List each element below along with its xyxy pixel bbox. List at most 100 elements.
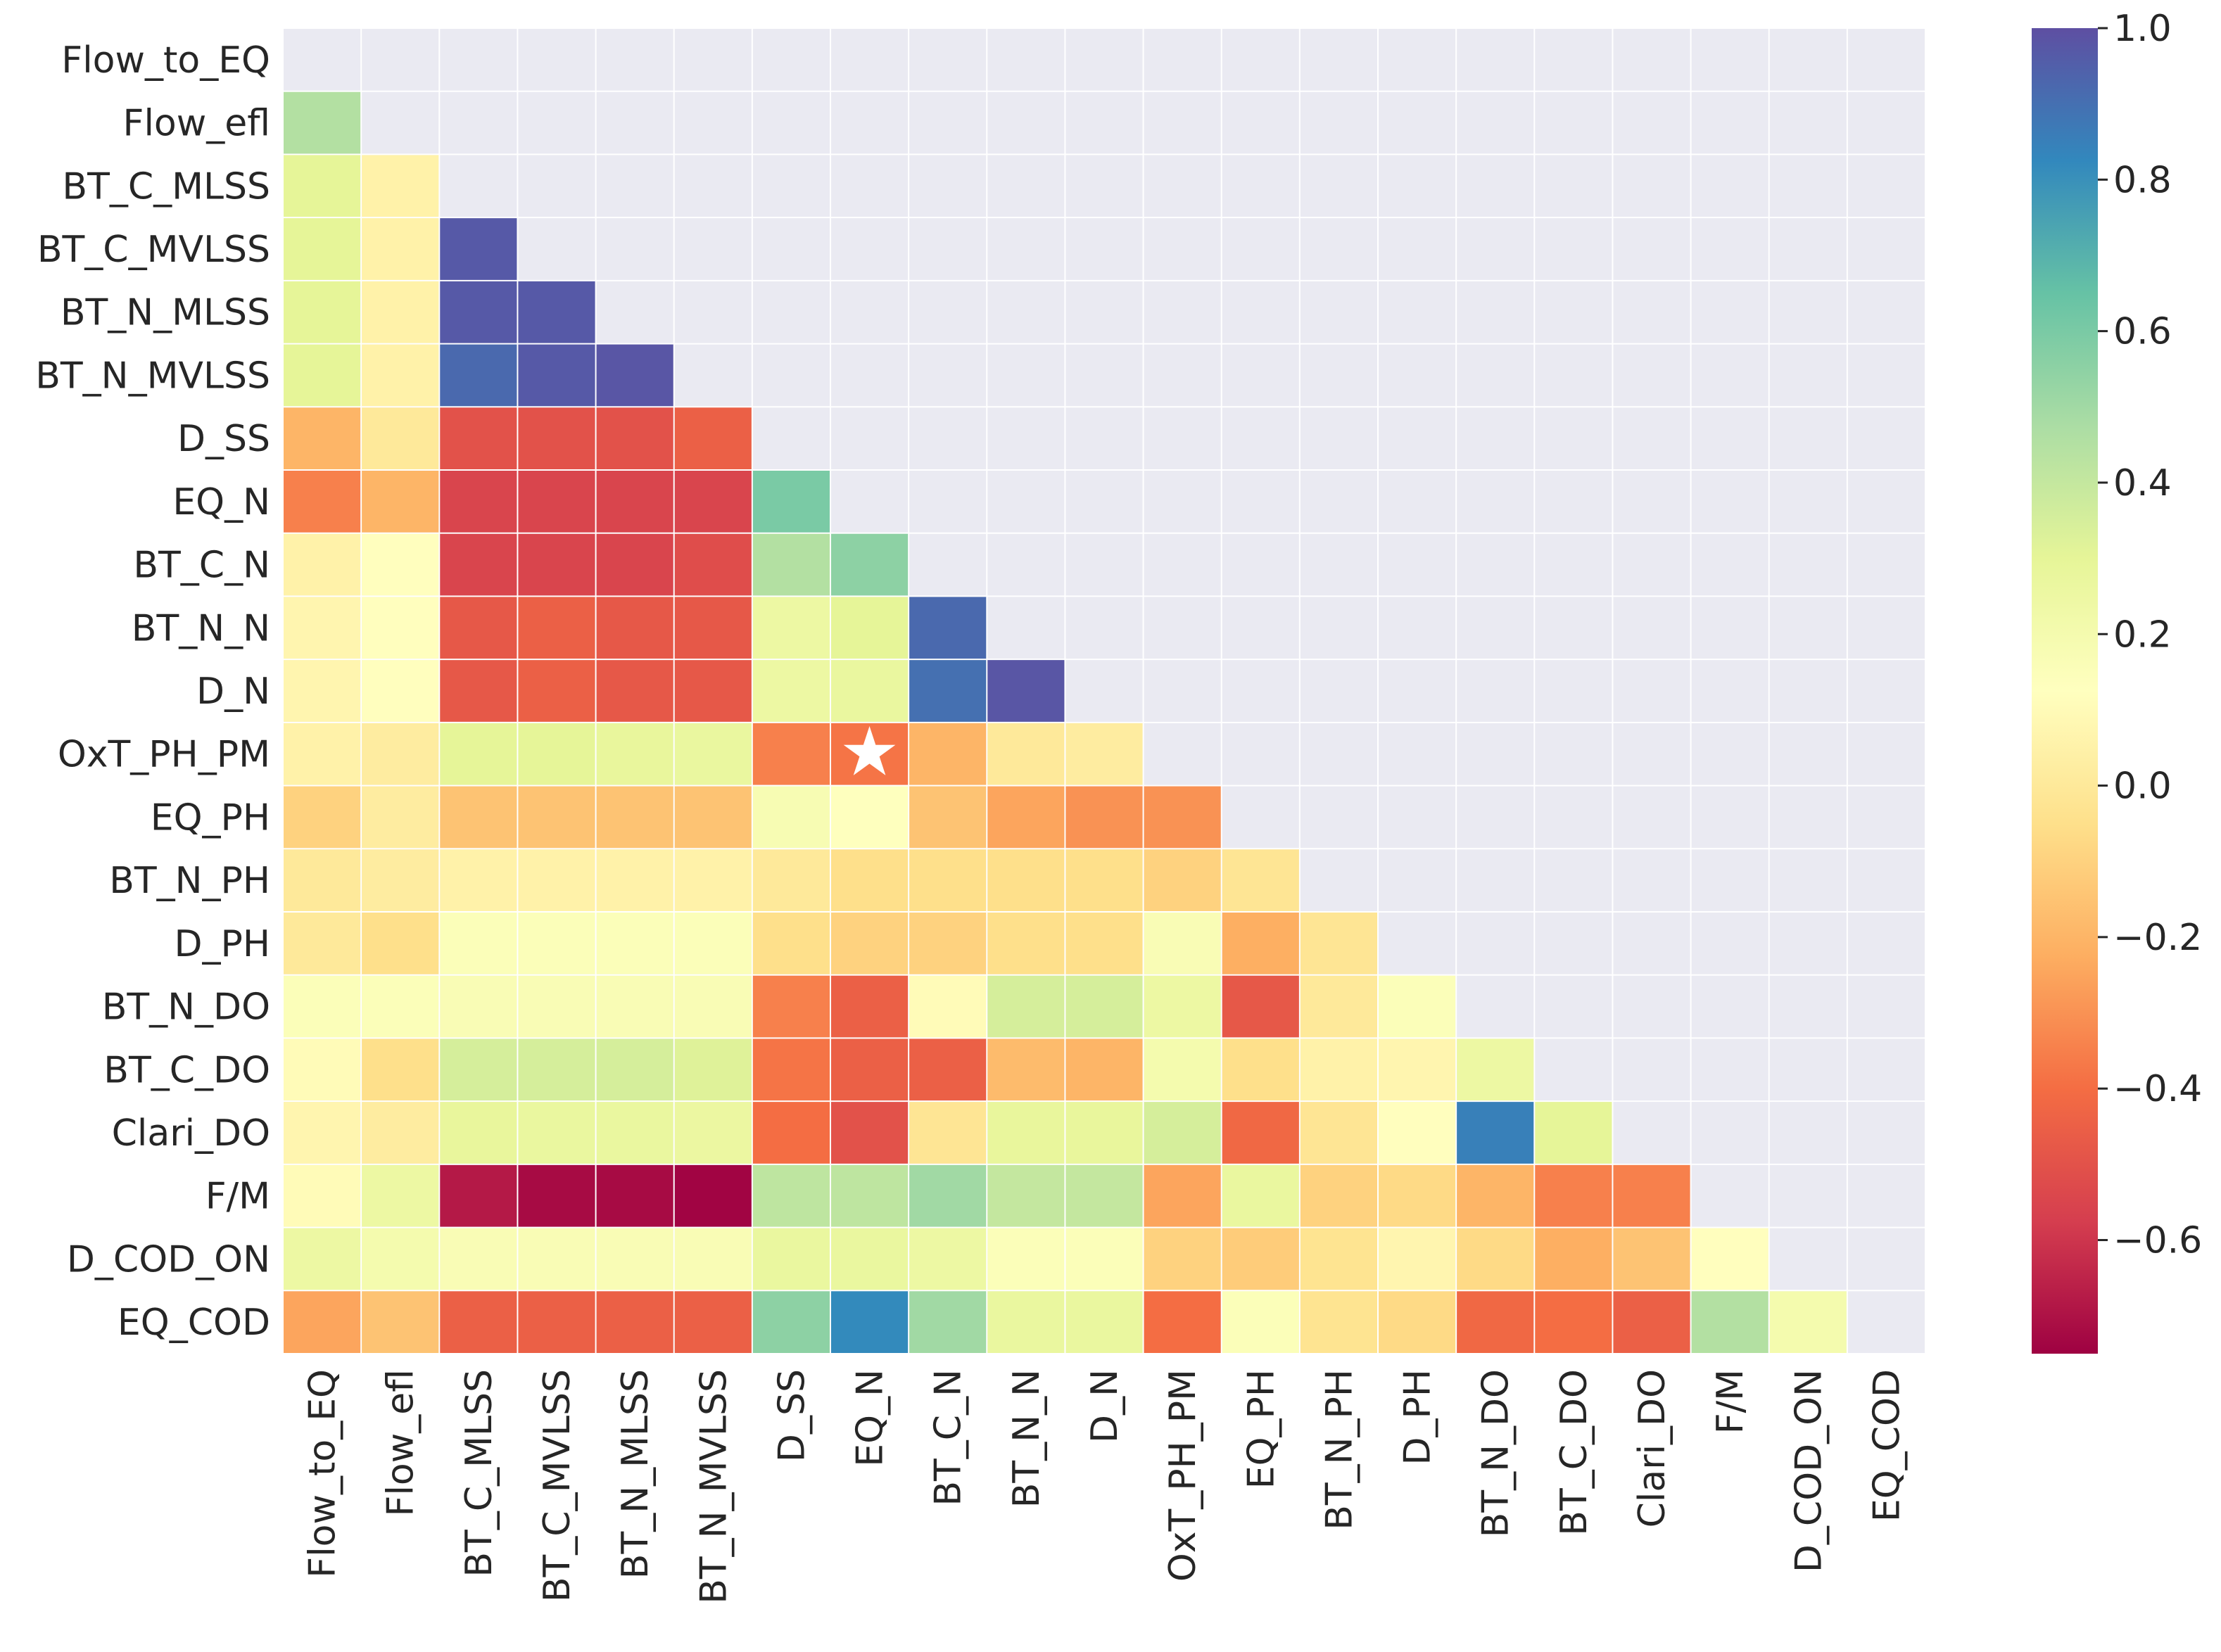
gridlines <box>282 27 1926 1354</box>
colorbar-tick-label: −0.2 <box>2113 917 2202 959</box>
heatmap-cell <box>909 1228 987 1290</box>
heatmap-cell <box>1379 1038 1456 1101</box>
heatmap-cell <box>674 786 752 849</box>
heatmap-cell <box>1300 1228 1377 1290</box>
heatmap-cell <box>362 471 439 533</box>
heatmap-cell <box>596 1102 673 1164</box>
y-tick-label: F/M <box>205 1176 270 1218</box>
heatmap-cell <box>1222 913 1299 974</box>
heatmap-cell <box>440 1038 517 1101</box>
heatmap-cell <box>362 1291 439 1353</box>
heatmap-cell <box>596 723 673 785</box>
heatmap-cell <box>1065 1038 1143 1101</box>
heatmap-cell <box>752 597 830 659</box>
heatmap-cell <box>831 1228 909 1290</box>
heatmap-cell <box>440 913 517 974</box>
heatmap-cell <box>284 218 361 280</box>
heatmap-cell <box>518 597 595 659</box>
heatmap-cell <box>831 1291 909 1353</box>
x-tick-label: D_COD_ON <box>1787 1369 1830 1572</box>
heatmap-cell <box>909 913 987 974</box>
heatmap-cell <box>1379 1164 1456 1227</box>
heatmap-cell <box>909 849 987 911</box>
heatmap-cell <box>909 723 987 785</box>
heatmap-cell <box>362 281 439 343</box>
heatmap-cell <box>440 407 517 469</box>
y-tick-label: BT_C_DO <box>103 1049 270 1091</box>
heatmap-cell <box>1379 975 1456 1038</box>
x-tick-label: EQ_COD <box>1866 1369 1908 1522</box>
heatmap-cell <box>362 1038 439 1101</box>
heatmap-cell <box>1457 1038 1534 1101</box>
heatmap-cell <box>674 660 752 722</box>
heatmap-cell <box>752 1102 830 1164</box>
heatmap-cell <box>909 1102 987 1164</box>
heatmap-cell <box>674 849 752 911</box>
heatmap-cell <box>1691 1291 1768 1353</box>
heatmap-cell <box>674 913 752 974</box>
x-tick-label: BT_C_DO <box>1553 1369 1595 1536</box>
heatmap-cell <box>440 975 517 1038</box>
star-marker-icon: ★ <box>840 713 900 792</box>
heatmap-cell <box>1613 1291 1690 1353</box>
heatmap-cell <box>518 786 595 849</box>
heatmap-cell <box>1065 913 1143 974</box>
heatmap-cell <box>987 660 1065 722</box>
heatmap-cell <box>831 849 909 911</box>
x-tick-label: BT_N_DO <box>1475 1369 1517 1537</box>
y-tick-label: BT_N_MVLSS <box>35 355 270 397</box>
heatmap-cell <box>284 91 361 154</box>
heatmap-cells <box>284 91 1847 1353</box>
heatmap-cell <box>518 975 595 1038</box>
heatmap-cell <box>1457 1102 1534 1164</box>
x-tick-label: EQ_N <box>849 1369 892 1467</box>
heatmap-cell <box>909 597 987 659</box>
heatmap-cell <box>518 471 595 533</box>
y-tick-label: BT_N_N <box>132 607 270 649</box>
heatmap-cell <box>831 597 909 659</box>
heatmap-cell <box>362 155 439 217</box>
heatmap-cell <box>596 1291 673 1353</box>
heatmap-cell <box>1535 1291 1612 1353</box>
heatmap-cell <box>987 849 1065 911</box>
heatmap-cell <box>596 786 673 849</box>
heatmap-cell <box>1144 913 1221 974</box>
heatmap-cell <box>518 913 595 974</box>
colorbar-tick-label: −0.6 <box>2113 1220 2202 1262</box>
heatmap-cell <box>1144 1038 1221 1101</box>
heatmap-cell <box>518 1228 595 1290</box>
heatmap-cell <box>1379 1102 1456 1164</box>
heatmap-cell <box>987 786 1065 849</box>
heatmap-cell <box>752 849 830 911</box>
x-axis-labels: Flow_to_EQ Flow_efl BT_C_MLSS BT_C_MVLSS BT_… <box>302 1369 1909 1604</box>
heatmap-cell <box>1222 849 1299 911</box>
heatmap-cell <box>1144 975 1221 1038</box>
heatmap-cell <box>440 281 517 343</box>
heatmap-cell <box>284 1102 361 1164</box>
y-tick-label: Clari_DO <box>112 1112 270 1155</box>
heatmap-cell <box>284 723 361 785</box>
heatmap-cell <box>674 1291 752 1353</box>
heatmap-cell <box>440 597 517 659</box>
heatmap-cell <box>1144 1164 1221 1227</box>
heatmap-cell <box>518 1038 595 1101</box>
heatmap-cell <box>284 597 361 659</box>
heatmap-cell <box>362 660 439 722</box>
y-tick-label: EQ_COD <box>118 1302 270 1344</box>
heatmap-cell <box>831 913 909 974</box>
heatmap-cell <box>1535 1228 1612 1290</box>
heatmap-cell <box>674 723 752 785</box>
heatmap-cell <box>518 344 595 407</box>
y-tick-label: Flow_to_EQ <box>61 39 270 82</box>
heatmap-cell <box>1144 1291 1221 1353</box>
heatmap-cell <box>1222 1291 1299 1353</box>
heatmap-cell <box>674 597 752 659</box>
heatmap-cell <box>362 723 439 785</box>
heatmap-cell <box>362 1102 439 1164</box>
heatmap-cell <box>1065 849 1143 911</box>
colorbar-tick-label: 0.0 <box>2113 765 2172 808</box>
colorbar-tick-label: 0.6 <box>2113 311 2172 353</box>
heatmap-cell <box>284 533 361 596</box>
heatmap-cell <box>1379 1228 1456 1290</box>
